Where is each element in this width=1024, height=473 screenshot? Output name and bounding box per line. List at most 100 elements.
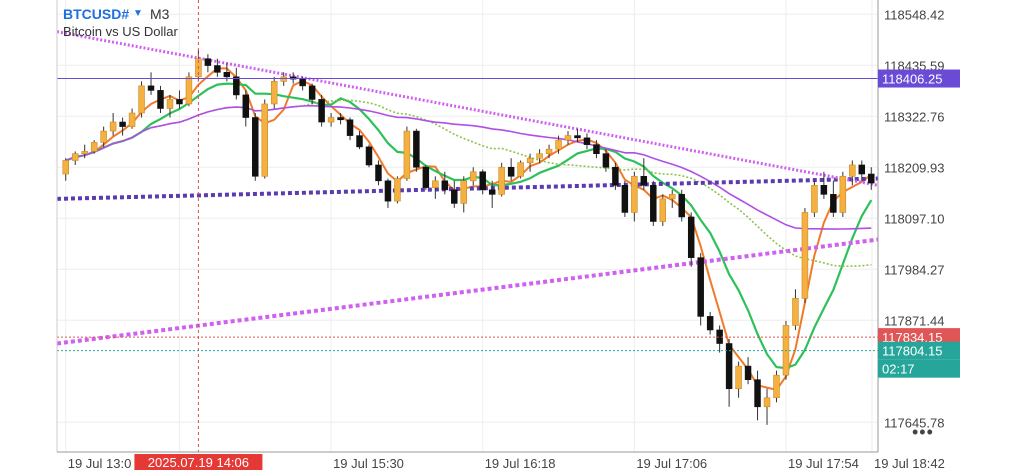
candle-body xyxy=(849,164,856,177)
ma-fast-line xyxy=(65,67,872,392)
timeframe-label[interactable]: M3 xyxy=(150,6,170,22)
candle-body xyxy=(119,121,126,127)
axes: 118548.42 118435.59 118322.76 118209.93 1180… xyxy=(56,0,960,471)
candle-body xyxy=(375,164,382,182)
candle-body xyxy=(299,78,306,87)
candle-body xyxy=(479,171,486,191)
candles xyxy=(62,49,875,425)
price-tick-label: 118548.42 xyxy=(884,7,945,22)
price-tick-label: 118097.10 xyxy=(884,211,945,226)
candle-body xyxy=(365,146,373,166)
candle-body xyxy=(574,135,581,139)
candle-body xyxy=(593,144,600,154)
candle-body xyxy=(687,216,695,258)
candle-body xyxy=(470,171,477,182)
candle-body xyxy=(384,180,392,202)
time-tick-label: 19 Jul 13:0 xyxy=(68,456,132,471)
candle-body xyxy=(754,379,761,408)
candle-body xyxy=(337,117,344,121)
candle-body xyxy=(432,180,439,188)
candle-body xyxy=(697,257,704,317)
candle-body xyxy=(621,185,629,213)
candle-body xyxy=(451,189,458,204)
candle-body xyxy=(555,139,562,150)
ma-dark-dotted-line xyxy=(56,176,879,201)
candle-body xyxy=(223,72,231,78)
teal-level-badge xyxy=(878,341,960,360)
red-level-badge xyxy=(878,328,960,347)
price-tick-label: 118322.76 xyxy=(884,109,945,124)
candle-body xyxy=(204,58,212,66)
time-tick-label: 19 Jul 18:42 xyxy=(874,456,945,471)
ma-slow-dotted-line xyxy=(65,99,872,268)
candle-body xyxy=(820,185,828,195)
candle-body xyxy=(725,343,733,390)
candle-body xyxy=(669,194,676,200)
price-tick-label: 117984.27 xyxy=(884,262,945,277)
candle-body xyxy=(507,166,515,177)
candle-body xyxy=(356,135,363,148)
candle-body xyxy=(659,198,667,222)
candle-body xyxy=(242,94,250,118)
more-menu-icon[interactable]: ••• xyxy=(912,422,934,442)
candle-body xyxy=(413,130,420,168)
time-tick-label: 19 Jul 15:30 xyxy=(333,456,404,471)
candle-body xyxy=(536,153,543,159)
candle-body xyxy=(280,76,287,82)
ma-purple-line xyxy=(65,104,872,230)
candle-body xyxy=(858,164,866,175)
candle-body xyxy=(289,76,297,80)
candle-body xyxy=(830,194,837,213)
red-level-label: 117834.15 xyxy=(882,330,943,345)
candle-body xyxy=(792,298,799,326)
candle-body xyxy=(602,153,610,168)
countdown-label: 02:17 xyxy=(882,362,915,377)
candle-body xyxy=(422,166,430,188)
candle-body xyxy=(252,117,259,177)
time-tick-label: 19 Jul 17:06 xyxy=(636,456,707,471)
candle-body xyxy=(176,99,183,105)
candle-body xyxy=(214,65,221,73)
candle-body xyxy=(441,180,449,191)
candle-body xyxy=(744,365,752,380)
candle-body xyxy=(403,130,411,179)
candle-body xyxy=(270,81,278,105)
candle-body xyxy=(166,99,174,109)
candle-body xyxy=(308,85,316,100)
current-price-badge xyxy=(878,69,960,88)
candle-body xyxy=(498,166,505,195)
candle-body xyxy=(71,153,79,161)
candle-body xyxy=(706,316,714,331)
symbol-dropdown-icon[interactable]: ▼ xyxy=(133,8,143,19)
candle-body xyxy=(157,90,164,109)
candle-body xyxy=(109,121,117,132)
price-tick-label: 117645.78 xyxy=(884,415,945,430)
current-price-label: 118406.25 xyxy=(882,72,943,87)
countdown-badge xyxy=(878,359,960,378)
candle-body xyxy=(128,112,136,127)
candle-body xyxy=(583,137,591,145)
price-tick-label: 117871.44 xyxy=(884,313,945,328)
candle-body xyxy=(650,185,657,222)
price-tick-label: 118209.93 xyxy=(884,160,945,175)
candle-body xyxy=(564,135,572,141)
crosshair-time-label: 2025.07.19 14:06 xyxy=(148,455,249,470)
candle-body xyxy=(62,160,69,175)
ma-descending-dotted-line xyxy=(56,30,879,187)
candle-body xyxy=(868,173,875,184)
indicator-lines xyxy=(56,30,879,392)
candle-body xyxy=(763,397,771,408)
candle-body xyxy=(631,175,638,213)
candle-body xyxy=(640,175,648,186)
candle-body xyxy=(261,103,268,177)
teal-level-label: 117804.15 xyxy=(882,344,943,359)
candle-body xyxy=(233,76,240,96)
price-tick-label: 118435.59 xyxy=(884,58,945,73)
candle-body xyxy=(811,185,818,213)
symbol-label[interactable]: BTCUSD# xyxy=(63,6,130,22)
candle-body xyxy=(612,166,619,186)
candle-body xyxy=(839,175,847,213)
candle-body xyxy=(318,99,325,123)
candle-body xyxy=(346,119,354,136)
